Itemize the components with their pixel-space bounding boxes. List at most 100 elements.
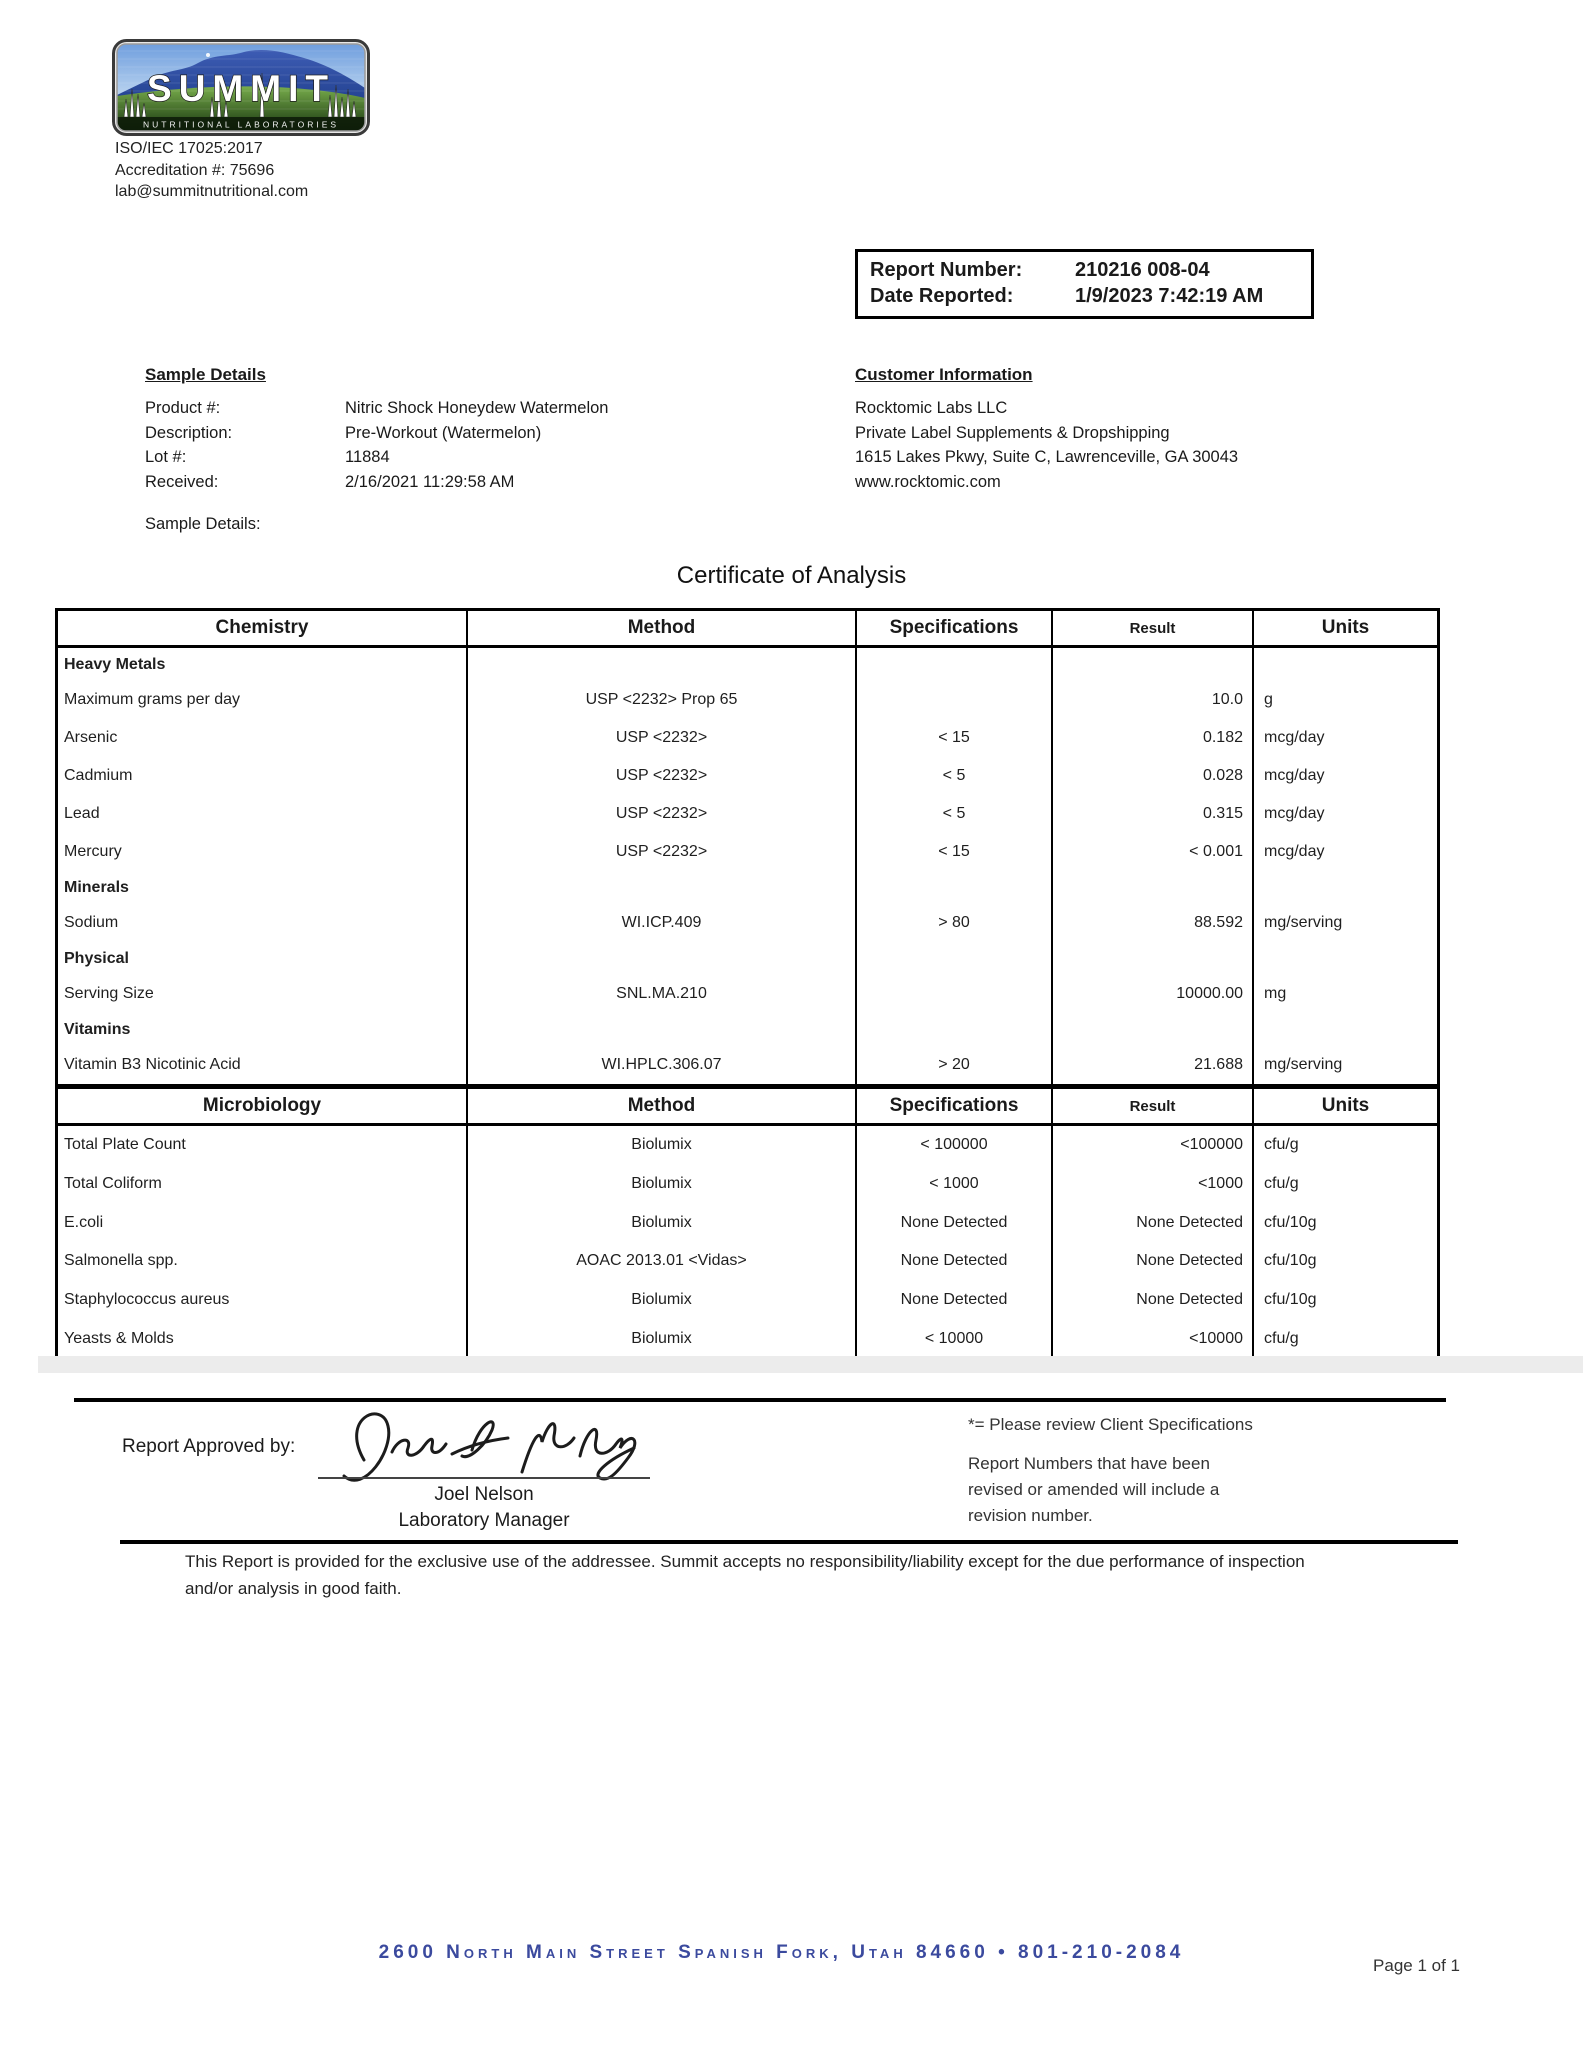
table-cell: < 15: [857, 833, 1053, 871]
microbiology-table: Microbiology Method Specifications Resul…: [55, 1086, 1440, 1362]
table-cell: None Detected: [857, 1203, 1053, 1243]
table-cell: Heavy Metals: [58, 648, 468, 681]
table-cell: cfu/g: [1264, 1175, 1299, 1193]
summit-logo-image: SUMMIT NUTRITIONAL LABORATORIES: [112, 39, 370, 136]
table-cell: cfu/10g: [1264, 1291, 1317, 1309]
table-section-row: Physical: [58, 942, 1437, 975]
table-cell: None Detected: [857, 1242, 1053, 1281]
report-number-label: Report Number:: [870, 259, 1023, 281]
table-cell: < 10000: [857, 1319, 1053, 1359]
table-cell: Salmonella spp.: [58, 1242, 468, 1281]
table-cell: [468, 942, 857, 975]
chromatography-peaks-icon: [123, 72, 357, 118]
table-row: Maximum grams per day USP <2232> Prop 65 1…: [58, 681, 1437, 719]
table-row: E.coli Biolumix None Detected None Detected…: [58, 1203, 1437, 1243]
table-cell: <100000: [1053, 1126, 1254, 1165]
table-cell: WI.ICP.409: [468, 904, 857, 942]
table-cell: [857, 942, 1053, 975]
table-cell: mcg/day: [1264, 729, 1325, 746]
logo-brand-text: SUMMIT: [147, 68, 335, 109]
table-cell: USP <2232> Prop 65: [468, 681, 857, 719]
table-cell: [468, 1013, 857, 1046]
customer-description-text: Private Label Supplements & Dropshipping: [855, 423, 1170, 442]
table-cell: Mercury: [58, 833, 468, 871]
date-reported-value: 1/9/2023 7:42:19 AM: [1075, 285, 1264, 307]
date-reported-label: Date Reported:: [870, 285, 1014, 307]
table-cell: mcg/day: [1264, 767, 1325, 784]
table-cell: 10000.00: [1053, 975, 1254, 1013]
table-cell: < 15: [857, 719, 1053, 757]
summit-logo: SUMMIT NUTRITIONAL LABORATORIES: [112, 39, 370, 136]
signer-title: Laboratory Manager: [398, 1510, 570, 1531]
table-cell: mcg/day: [1264, 843, 1325, 860]
table-cell: USP <2232>: [468, 795, 857, 833]
table-cell: SNL.MA.210: [468, 975, 857, 1013]
report-number-value: 210216 008-04: [1075, 259, 1210, 281]
table-cell: mg/serving: [1264, 1056, 1343, 1073]
field-value: 11884: [345, 448, 390, 466]
customer-name-text: Rocktomic Labs LLC: [855, 399, 1008, 417]
iso-standard-text: ISO/IEC 17025:2017: [115, 140, 263, 157]
table-cell: Maximum grams per day: [58, 681, 468, 719]
table-cell: cfu/10g: [1264, 1252, 1317, 1270]
table-cell: Staphylococcus aureus: [58, 1280, 468, 1320]
customer-website-text: www.rocktomic.com: [855, 472, 1001, 491]
table-cell: Sodium: [58, 904, 468, 942]
lab-email-text: lab@summitnutritional.com: [115, 183, 309, 200]
table-cell: Yeasts & Molds: [58, 1319, 468, 1359]
table-cell: [468, 648, 857, 681]
table-cell: Biolumix: [468, 1280, 857, 1320]
table-row: Mercury USP <2232> < 15 < 0.001 mcg/day: [58, 833, 1437, 871]
table-cell: AOAC 2013.01 <Vidas>: [468, 1242, 857, 1281]
column-header: Units: [1321, 1095, 1370, 1116]
table-cell: [1254, 1013, 1437, 1046]
table-cell: None Detected: [1053, 1242, 1254, 1281]
table-cell: < 100000: [857, 1126, 1053, 1165]
customer-information-section: Customer Information Rocktomic Labs LLC …: [855, 365, 1238, 494]
table-cell: None Detected: [1053, 1280, 1254, 1320]
table-cell: Cadmium: [58, 757, 468, 795]
table-cell: [468, 871, 857, 904]
table-cell: g: [1264, 691, 1273, 708]
signer-name: Joel Nelson: [434, 1484, 534, 1505]
lab-address-footer: 2600 North Main Street Spanish Fork, Uta…: [378, 1942, 1185, 1963]
field-value: Nitric Shock Honeydew Watermelon: [345, 399, 609, 417]
accreditation-number-text: Accreditation #: 75696: [115, 161, 275, 179]
sample-details-section: Sample Details Product #: Nitric Shock H…: [145, 365, 608, 494]
table-cell: Vitamin B3 Nicotinic Acid: [58, 1046, 468, 1084]
table-cell: Biolumix: [468, 1203, 857, 1243]
table-row: Staphylococcus aureus Biolumix None Detect…: [58, 1280, 1437, 1320]
table-cell: 0.315: [1053, 795, 1254, 833]
sample-details-title: Sample Details: [145, 365, 266, 384]
table-row: Lead USP <2232> < 5 0.315 mcg/day: [58, 795, 1437, 833]
table-cell: Biolumix: [468, 1126, 857, 1165]
column-header: Method: [468, 611, 857, 645]
table-section-row: Vitamins: [58, 1013, 1437, 1046]
table-row: Cadmium USP <2232> < 5 0.028 mcg/day: [58, 757, 1437, 795]
table-cell: mg: [1264, 985, 1287, 1002]
report-info-box: Report Number: 210216 008-04 Date Report…: [855, 249, 1314, 319]
table-cell: <10000: [1053, 1319, 1254, 1359]
table-cell: 88.592: [1053, 904, 1254, 942]
table-cell: Biolumix: [468, 1319, 857, 1359]
table-cell: 10.0: [1053, 681, 1254, 719]
table-cell: < 0.001: [1053, 833, 1254, 871]
table-cell: Minerals: [58, 871, 468, 904]
chemistry-table: Chemistry Method Specifications Result U…: [55, 608, 1440, 1087]
table-cell: > 80: [857, 904, 1053, 942]
table-cell: Serving Size: [58, 975, 468, 1013]
table-cell: mg/serving: [1264, 914, 1343, 931]
column-header: Microbiology: [58, 1089, 468, 1123]
client-spec-note: *= Please review Client Specifications: [968, 1415, 1253, 1434]
page-number: Page 1 of 1: [1373, 1956, 1460, 1975]
table-cell: [857, 1013, 1053, 1046]
table-cell: cfu/g: [1264, 1136, 1299, 1154]
column-header: Specifications: [857, 1089, 1053, 1123]
table-row: Salmonella spp. AOAC 2013.01 <Vidas> None …: [58, 1242, 1437, 1281]
table-cell: < 5: [857, 757, 1053, 795]
table-cell: [857, 648, 1053, 681]
customer-address-text: 1615 Lakes Pkwy, Suite C, Lawrenceville,…: [855, 448, 1239, 466]
table-cell: [1254, 871, 1437, 904]
sample-details-fields: Product #: Nitric Shock Honeydew Waterme…: [145, 396, 608, 494]
